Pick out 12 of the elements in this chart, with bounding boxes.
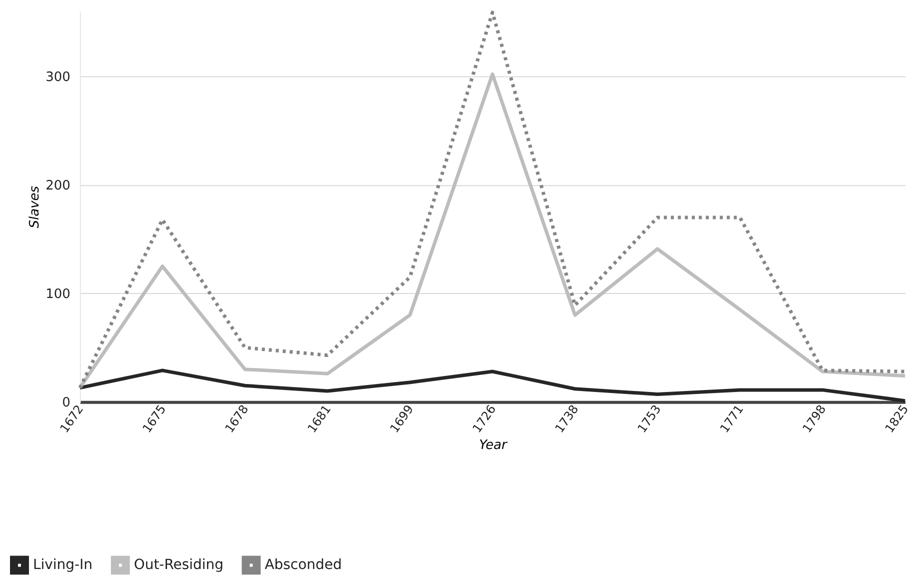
legend-label: Out-Residing <box>134 557 224 574</box>
line-series <box>78 72 907 390</box>
x-axis-title: Year <box>479 438 508 453</box>
y-axis-title: Slaves <box>28 186 43 228</box>
y-tick-label: 0 <box>62 395 70 410</box>
y-tick-label: 200 <box>46 178 70 194</box>
y-tick-label: 100 <box>46 286 70 302</box>
legend-label: Living-In <box>32 557 93 574</box>
line-series <box>78 368 907 403</box>
line-series <box>78 10 907 390</box>
y-tick-label: 300 <box>46 70 70 85</box>
legend-label: Absconded <box>264 557 342 574</box>
